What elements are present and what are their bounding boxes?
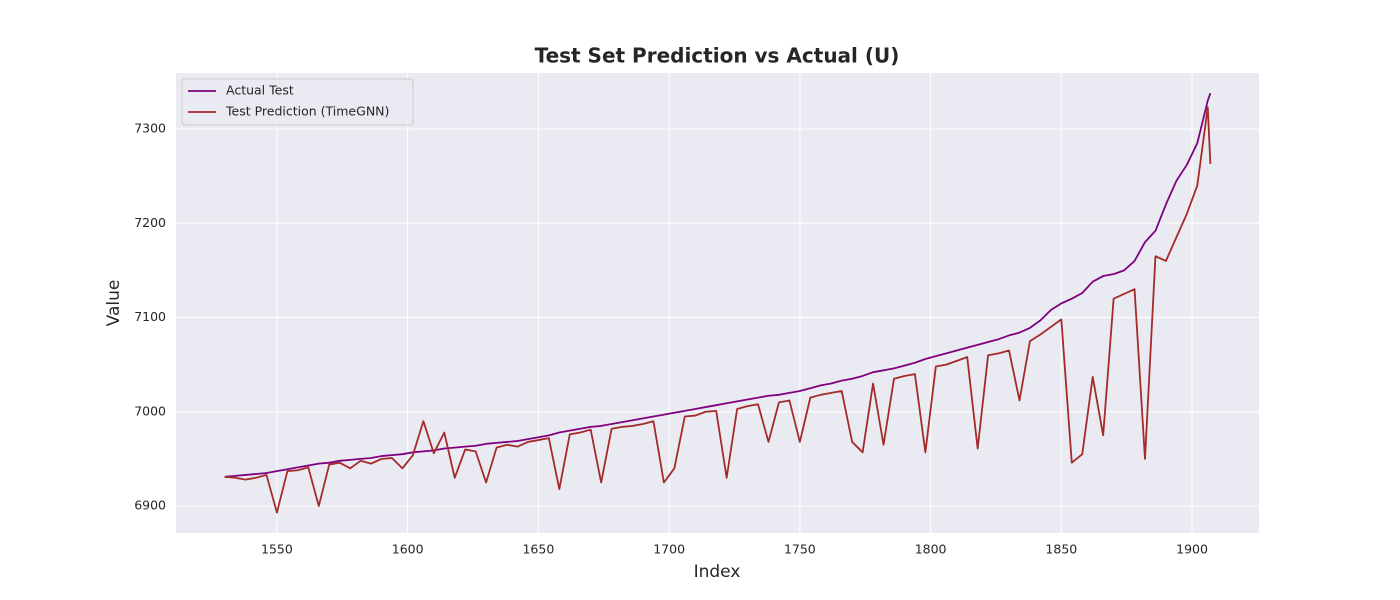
y-tick-label: 6900 [134,498,166,513]
x-tick-label: 1750 [784,542,816,557]
x-axis-label: Index [694,562,741,582]
series-line [224,106,1212,514]
chart-title: Test Set Prediction vs Actual (U) [535,44,900,68]
x-tick-label: 1600 [392,542,424,557]
legend-box [181,78,414,126]
y-axis-label: Value [104,280,124,327]
x-tick-label: 1700 [653,542,685,557]
y-tick-label: 7000 [134,403,166,418]
series-line [224,92,1212,478]
x-tick-label: 1850 [1045,542,1077,557]
y-tick-label: 7200 [134,215,166,230]
legend: Actual Test Test Prediction (TimeGNN) [181,78,414,126]
legend-label: Actual Test [226,83,294,98]
y-tick-label: 7100 [134,309,166,324]
legend-label: Test Prediction (TimeGNN) [225,104,389,119]
x-tick-label: 1650 [522,542,554,557]
x-tick-label: 1800 [915,542,947,557]
x-tick-label: 1550 [261,542,293,557]
plot-area [176,73,1259,533]
y-tick-label: 7300 [134,120,166,135]
x-tick-label: 1900 [1176,542,1208,557]
